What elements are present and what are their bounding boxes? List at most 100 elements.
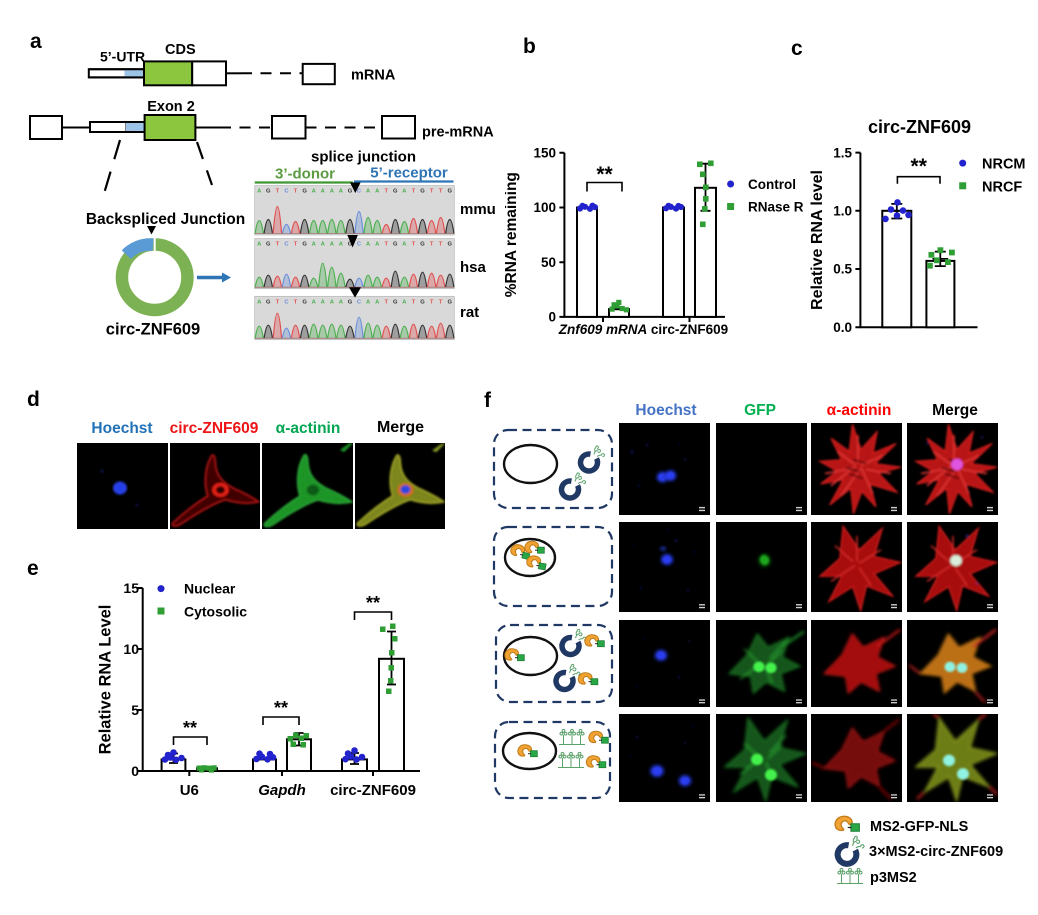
svg-text:%RNA remaining: %RNA remaining bbox=[505, 172, 520, 297]
svg-text:A: A bbox=[366, 242, 371, 248]
svg-text:A: A bbox=[312, 299, 317, 305]
svg-text:A: A bbox=[339, 242, 344, 248]
svg-text:A: A bbox=[375, 189, 380, 195]
svg-text:50: 50 bbox=[541, 255, 556, 270]
svg-text:T: T bbox=[294, 299, 298, 305]
svg-text:0.5: 0.5 bbox=[833, 262, 852, 277]
svg-text:G: G bbox=[393, 299, 398, 305]
svg-text:5’-receptor: 5’-receptor bbox=[370, 165, 448, 182]
svg-text:A: A bbox=[321, 242, 326, 248]
svg-text:mRNA: mRNA bbox=[351, 68, 396, 84]
svg-text:G: G bbox=[302, 242, 307, 248]
svg-text:A: A bbox=[375, 299, 380, 305]
svg-text:circ-ZNF609: circ-ZNF609 bbox=[651, 322, 728, 337]
svg-text:G: G bbox=[348, 299, 353, 305]
svg-text:A: A bbox=[312, 242, 317, 248]
svg-text:5: 5 bbox=[131, 702, 139, 718]
svg-text:α-actinin: α-actinin bbox=[827, 402, 892, 419]
svg-text:A: A bbox=[321, 189, 326, 195]
svg-text:A: A bbox=[257, 189, 262, 195]
svg-text:5’-UTR: 5’-UTR bbox=[100, 49, 145, 65]
svg-text:G: G bbox=[420, 189, 425, 195]
svg-text:T: T bbox=[385, 242, 389, 248]
svg-text:G: G bbox=[448, 299, 453, 305]
svg-text:**: ** bbox=[183, 718, 197, 738]
svg-text:10: 10 bbox=[123, 641, 139, 657]
svg-text:Control: Control bbox=[748, 177, 796, 192]
svg-text:A: A bbox=[330, 242, 335, 248]
svg-text:T: T bbox=[439, 189, 443, 195]
svg-text:**: ** bbox=[366, 593, 380, 613]
svg-text:T: T bbox=[412, 299, 416, 305]
svg-text:mmu: mmu bbox=[460, 201, 496, 218]
svg-text:NRCF: NRCF bbox=[982, 180, 1022, 196]
svg-text:T: T bbox=[385, 189, 389, 195]
svg-text:**: ** bbox=[911, 155, 928, 178]
svg-text:G: G bbox=[266, 189, 271, 195]
svg-text:Gapdh: Gapdh bbox=[258, 782, 306, 799]
svg-text:C: C bbox=[357, 189, 362, 195]
svg-text:T: T bbox=[276, 242, 280, 248]
svg-text:T: T bbox=[385, 299, 389, 305]
svg-text:0.0: 0.0 bbox=[833, 320, 852, 335]
svg-text:p3MS2: p3MS2 bbox=[870, 870, 917, 886]
svg-text:G: G bbox=[448, 242, 453, 248]
svg-text:T: T bbox=[430, 242, 434, 248]
svg-text:G: G bbox=[420, 299, 425, 305]
svg-text:100: 100 bbox=[533, 200, 556, 215]
svg-text:Relative RNA level: Relative RNA level bbox=[809, 170, 826, 310]
svg-text:circ-ZNF609: circ-ZNF609 bbox=[106, 321, 200, 339]
svg-text:**: ** bbox=[596, 163, 613, 186]
svg-text:**: ** bbox=[274, 698, 288, 718]
svg-text:T: T bbox=[276, 189, 280, 195]
svg-text:hsa: hsa bbox=[460, 259, 487, 276]
svg-text:G: G bbox=[348, 242, 353, 248]
svg-text:T: T bbox=[276, 299, 280, 305]
svg-text:NRCM: NRCM bbox=[982, 157, 1026, 173]
svg-text:circ-ZNF609: circ-ZNF609 bbox=[868, 117, 971, 137]
svg-text:A: A bbox=[321, 299, 326, 305]
svg-text:C: C bbox=[284, 189, 289, 195]
svg-text:Nuclear: Nuclear bbox=[184, 581, 236, 597]
svg-text:3’-donor: 3’-donor bbox=[275, 166, 335, 183]
svg-text:A: A bbox=[375, 242, 380, 248]
svg-text:0: 0 bbox=[548, 310, 556, 325]
svg-text:T: T bbox=[439, 242, 443, 248]
svg-text:A: A bbox=[312, 189, 317, 195]
svg-text:A: A bbox=[339, 299, 344, 305]
svg-text:A: A bbox=[339, 189, 344, 195]
svg-text:A: A bbox=[402, 242, 407, 248]
svg-text:Znf609 mRNA: Znf609 mRNA bbox=[558, 322, 648, 337]
svg-text:G: G bbox=[448, 189, 453, 195]
svg-text:T: T bbox=[412, 189, 416, 195]
svg-text:A: A bbox=[402, 299, 407, 305]
svg-text:0: 0 bbox=[131, 763, 139, 779]
svg-text:C: C bbox=[357, 299, 362, 305]
svg-text:G: G bbox=[393, 242, 398, 248]
svg-text:T: T bbox=[294, 189, 298, 195]
svg-text:T: T bbox=[430, 189, 434, 195]
svg-text:Exon 2: Exon 2 bbox=[147, 99, 195, 115]
svg-text:T: T bbox=[412, 242, 416, 248]
svg-text:CDS: CDS bbox=[165, 42, 196, 58]
svg-text:A: A bbox=[257, 299, 262, 305]
svg-text:splice junction: splice junction bbox=[311, 149, 416, 166]
svg-text:pre-mRNA: pre-mRNA bbox=[422, 125, 494, 141]
svg-text:GFP: GFP bbox=[744, 402, 776, 419]
svg-text:C: C bbox=[284, 242, 289, 248]
svg-text:Hoechst: Hoechst bbox=[635, 402, 696, 419]
svg-text:150: 150 bbox=[533, 146, 556, 161]
svg-text:T: T bbox=[430, 299, 434, 305]
svg-text:A: A bbox=[402, 189, 407, 195]
svg-text:G: G bbox=[302, 189, 307, 195]
svg-text:A: A bbox=[366, 299, 371, 305]
svg-text:A: A bbox=[330, 299, 335, 305]
svg-text:G: G bbox=[393, 189, 398, 195]
svg-text:A: A bbox=[257, 242, 262, 248]
svg-text:T: T bbox=[439, 299, 443, 305]
svg-text:G: G bbox=[348, 189, 353, 195]
svg-text:A: A bbox=[330, 189, 335, 195]
svg-text:Merge: Merge bbox=[932, 402, 978, 419]
svg-text:1.5: 1.5 bbox=[833, 145, 852, 160]
svg-text:G: G bbox=[302, 299, 307, 305]
